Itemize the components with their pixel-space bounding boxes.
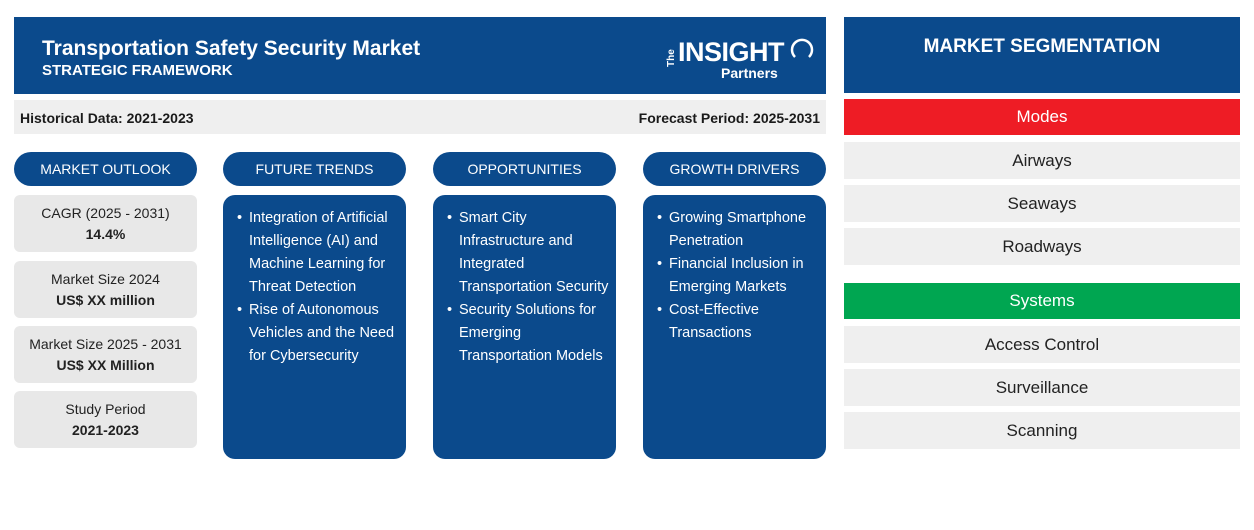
segment-item: Airways xyxy=(844,142,1240,179)
segment-category-modes: Modes xyxy=(844,99,1240,135)
cagr-stat: CAGR (2025 - 2031) 14.4% xyxy=(14,195,197,252)
market-size-forecast-stat: Market Size 2025 - 2031 US$ XX Million xyxy=(14,326,197,383)
the-insight-partners-logo: The INSIGHT Partners xyxy=(666,33,814,85)
segment-item: Access Control xyxy=(844,326,1240,363)
stat-label: Market Size 2025 - 2031 xyxy=(29,336,182,352)
market-outlook-heading: MARKET OUTLOOK xyxy=(14,152,197,186)
logo-the-text: The xyxy=(666,49,677,67)
stat-value: US$ XX Million xyxy=(56,357,155,373)
list-item: Financial Inclusion in Emerging Markets xyxy=(657,253,820,299)
report-title: Transportation Safety Security Market xyxy=(42,37,421,60)
list-item: Integration of Artificial Intelligence (… xyxy=(237,207,400,299)
stat-label: Study Period xyxy=(65,401,146,417)
market-segmentation-title: MARKET SEGMENTATION xyxy=(844,17,1240,93)
stat-label: CAGR (2025 - 2031) xyxy=(41,205,170,221)
market-size-2024-stat: Market Size 2024 US$ XX million xyxy=(14,261,197,318)
stat-label: Market Size 2024 xyxy=(51,271,160,287)
list-item: Cost-Effective Transactions xyxy=(657,299,820,345)
stat-value: US$ XX million xyxy=(56,292,155,308)
forecast-period-label: Forecast Period: 2025-2031 xyxy=(638,110,820,126)
segment-item: Surveillance xyxy=(844,369,1240,406)
segment-item: Roadways xyxy=(844,228,1240,265)
future-trends-heading: FUTURE TRENDS xyxy=(223,152,406,186)
list-item: Security Solutions for Emerging Transpor… xyxy=(447,299,610,368)
study-period-stat: Study Period 2021-2023 xyxy=(14,391,197,448)
growth-drivers-heading: GROWTH DRIVERS xyxy=(643,152,826,186)
list-item: Smart City Infrastructure and Integrated… xyxy=(447,207,610,299)
list-item: Rise of Autonomous Vehicles and the Need… xyxy=(237,299,400,368)
growth-drivers-panel: Growing Smartphone Penetration Financial… xyxy=(643,195,826,459)
logo-insight-text: INSIGHT xyxy=(678,37,785,67)
logo-swoosh-icon xyxy=(790,38,814,58)
stat-value: 14.4% xyxy=(85,226,126,242)
opportunities-heading: OPPORTUNITIES xyxy=(433,152,616,186)
future-trends-panel: Integration of Artificial Intelligence (… xyxy=(223,195,406,459)
segment-item: Seaways xyxy=(844,185,1240,222)
segment-item: Scanning xyxy=(844,412,1240,449)
report-header: Transportation Safety Security Market ST… xyxy=(14,17,826,94)
period-bar: Historical Data: 2021-2023 Forecast Peri… xyxy=(14,100,826,134)
stat-value: 2021-2023 xyxy=(72,422,139,438)
opportunities-panel: Smart City Infrastructure and Integrated… xyxy=(433,195,616,459)
logo-partners-text: Partners xyxy=(721,65,778,81)
list-item: Growing Smartphone Penetration xyxy=(657,207,820,253)
historical-data-label: Historical Data: 2021-2023 xyxy=(20,110,194,126)
segment-category-systems: Systems xyxy=(844,283,1240,319)
report-subtitle: STRATEGIC FRAMEWORK xyxy=(42,62,233,79)
